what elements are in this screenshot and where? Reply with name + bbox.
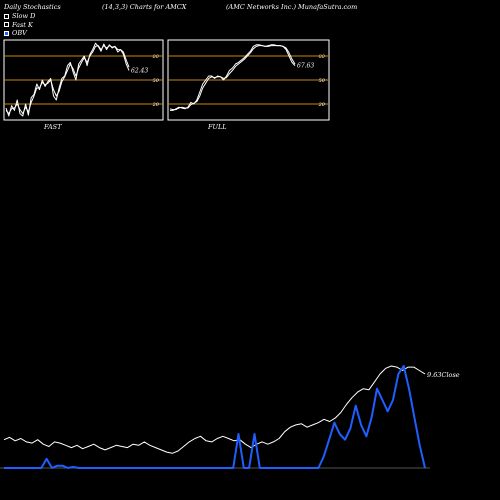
- legend-label-slow-d: Slow D: [12, 12, 36, 20]
- series-line-full-0: [170, 44, 296, 111]
- price-close-line: [3, 365, 426, 454]
- tick-label-full-1: 50: [319, 78, 326, 84]
- panel-title-fast: FAST: [43, 123, 62, 131]
- obv-line: [4, 365, 426, 469]
- header-right: (AMC Networks Inc.) MunafaSutra.com: [226, 3, 358, 11]
- panel-title-full: FULL: [207, 123, 227, 131]
- tick-label-fast-1: 50: [153, 78, 160, 84]
- legend-label-fast-k: Fast K: [12, 20, 33, 29]
- tick-label-full-2: 20: [318, 102, 326, 108]
- legend-label-obv: OBV: [12, 29, 27, 37]
- legend-item-fast-k: Fast K: [4, 21, 35, 30]
- end-value-label-full: 67.63: [297, 63, 314, 70]
- tick-label-fast-2: 20: [152, 102, 160, 108]
- tick-label-full-0: 80: [319, 54, 326, 60]
- legend-item-slow-d: Slow D: [4, 12, 35, 21]
- legend-swatch-fast-k: [4, 22, 9, 28]
- tick-label-fast-0: 80: [153, 54, 160, 60]
- legend-swatch-slow-d: [4, 13, 9, 19]
- series-line-fast-1: [5, 45, 130, 115]
- series-line-full-1: [169, 45, 296, 111]
- header-left: Daily Stochastics: [4, 3, 61, 11]
- legend-swatch-obv: [4, 30, 9, 36]
- header-center: (14,3,3) Charts for AMCX: [102, 3, 187, 11]
- legend-item-obv: OBV: [4, 29, 35, 38]
- end-value-label-fast: 62.43: [131, 67, 148, 74]
- close-end-label: 9.63Close: [427, 371, 460, 379]
- legend: Slow D Fast K OBV: [4, 12, 35, 38]
